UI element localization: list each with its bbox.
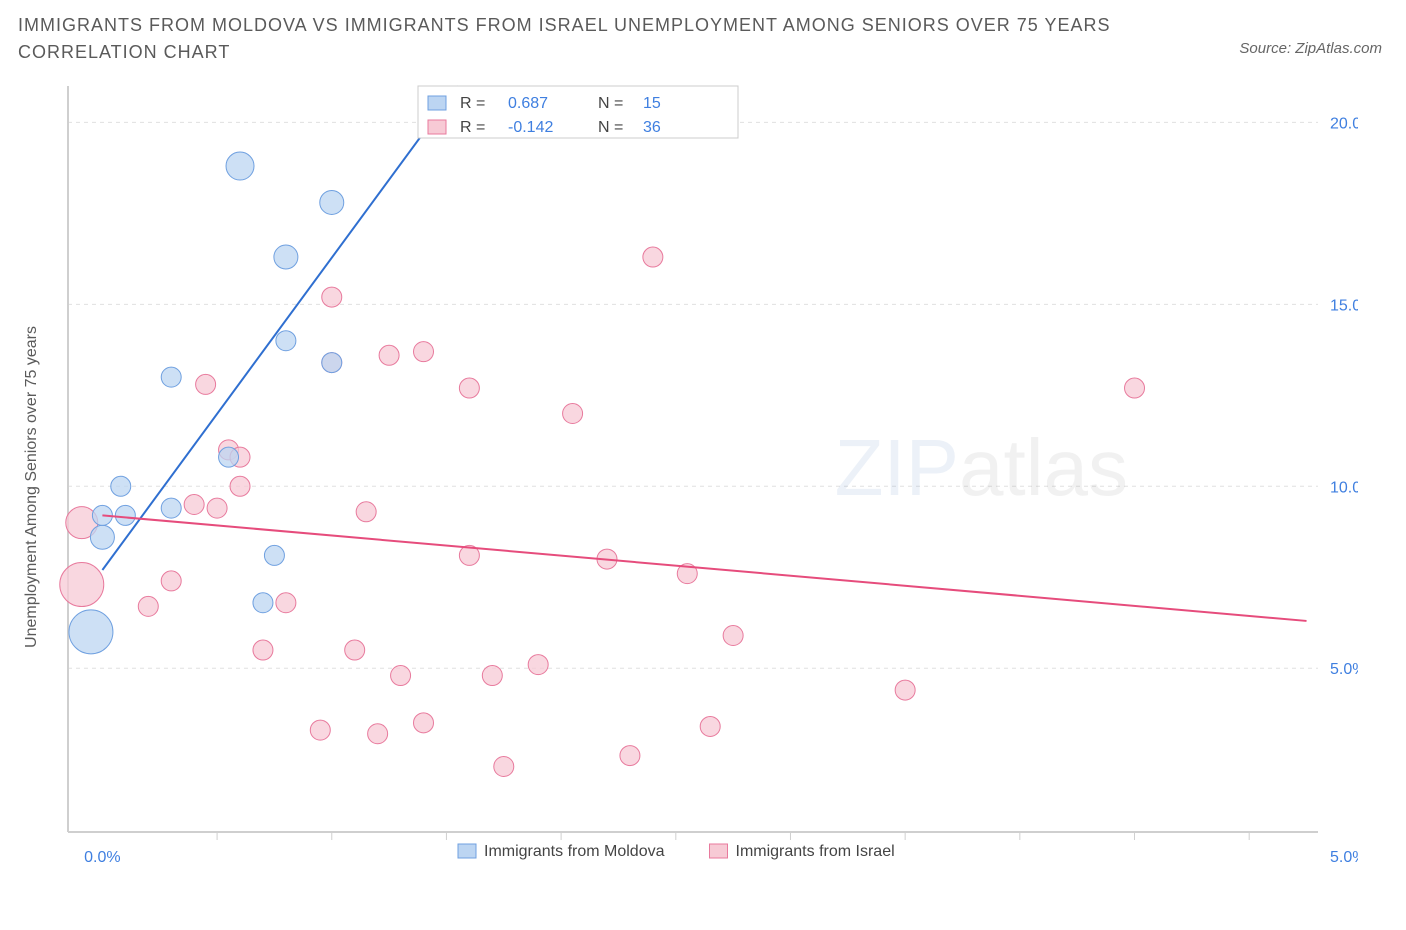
- stats-n-label: N =: [598, 119, 623, 136]
- scatter-point: [161, 367, 181, 387]
- source-name: ZipAtlas.com: [1295, 40, 1382, 57]
- scatter-point: [368, 724, 388, 744]
- scatter-point: [723, 625, 743, 645]
- scatter-point: [528, 655, 548, 675]
- scatter-point: [620, 746, 640, 766]
- scatter-point: [207, 498, 227, 518]
- chart-title: IMMIGRANTS FROM MOLDOVA VS IMMIGRANTS FR…: [18, 12, 1118, 66]
- stats-r-label: R =: [460, 95, 485, 112]
- x-tick-label-right: 5.0%: [1330, 849, 1358, 866]
- scatter-point: [138, 596, 158, 616]
- header: IMMIGRANTS FROM MOLDOVA VS IMMIGRANTS FR…: [0, 0, 1406, 66]
- stats-r-value: 0.687: [508, 95, 548, 112]
- scatter-point: [276, 593, 296, 613]
- scatter-point: [196, 374, 216, 394]
- scatter-point: [253, 593, 273, 613]
- scatter-point: [322, 353, 342, 373]
- scatter-point: [161, 498, 181, 518]
- scatter-point: [322, 287, 342, 307]
- scatter-point: [356, 502, 376, 522]
- stats-legend-swatch: [428, 120, 446, 134]
- stats-r-value: -0.142: [508, 119, 553, 136]
- scatter-point: [111, 476, 131, 496]
- scatter-point: [226, 152, 254, 180]
- scatter-point: [161, 571, 181, 591]
- y-tick-label: 10.0%: [1330, 479, 1358, 496]
- scatter-point: [700, 716, 720, 736]
- stats-r-label: R =: [460, 119, 485, 136]
- y-tick-label: 15.0%: [1330, 297, 1358, 314]
- scatter-point: [274, 245, 298, 269]
- stats-legend-swatch: [428, 96, 446, 110]
- scatter-point: [563, 404, 583, 424]
- chart-area: Unemployment Among Seniors over 75 years…: [18, 72, 1388, 902]
- scatter-point: [320, 190, 344, 214]
- stats-n-value: 15: [643, 95, 661, 112]
- scatter-point: [219, 447, 239, 467]
- chart-svg: 5.0% 10.0% 15.0% 20.0% 0.0% 5.0% R = 0.687 N = 15…: [18, 72, 1358, 902]
- x-tick-label-left: 0.0%: [84, 849, 120, 866]
- scatter-point: [253, 640, 273, 660]
- stats-n-label: N =: [598, 95, 623, 112]
- scatter-point: [184, 494, 204, 514]
- scatter-point: [482, 666, 502, 686]
- series-legend-label: Immigrants from Israel: [736, 843, 895, 860]
- scatter-point: [310, 720, 330, 740]
- scatter-point: [414, 342, 434, 362]
- series-legend-swatch: [710, 844, 728, 858]
- scatter-point: [264, 545, 284, 565]
- scatter-point: [115, 505, 135, 525]
- scatter-point: [643, 247, 663, 267]
- scatter-point: [895, 680, 915, 700]
- trend-line-moldova: [102, 86, 458, 570]
- scatter-point: [391, 666, 411, 686]
- scatter-point: [379, 345, 399, 365]
- scatter-point: [276, 331, 296, 351]
- scatter-point: [459, 378, 479, 398]
- scatter-point: [345, 640, 365, 660]
- scatter-point: [494, 756, 514, 776]
- y-tick-label: 5.0%: [1330, 661, 1358, 678]
- series-legend-swatch: [458, 844, 476, 858]
- y-tick-label: 20.0%: [1330, 115, 1358, 132]
- scatter-point: [69, 610, 113, 654]
- source-prefix: Source:: [1239, 40, 1295, 57]
- scatter-point: [90, 525, 114, 549]
- scatter-point: [1125, 378, 1145, 398]
- series-legend-label: Immigrants from Moldova: [484, 843, 665, 860]
- scatter-point: [230, 476, 250, 496]
- scatter-point: [60, 563, 104, 607]
- scatter-point: [414, 713, 434, 733]
- source-credit: Source: ZipAtlas.com: [1239, 40, 1382, 57]
- stats-n-value: 36: [643, 119, 661, 136]
- y-axis-label: Unemployment Among Seniors over 75 years: [23, 326, 41, 648]
